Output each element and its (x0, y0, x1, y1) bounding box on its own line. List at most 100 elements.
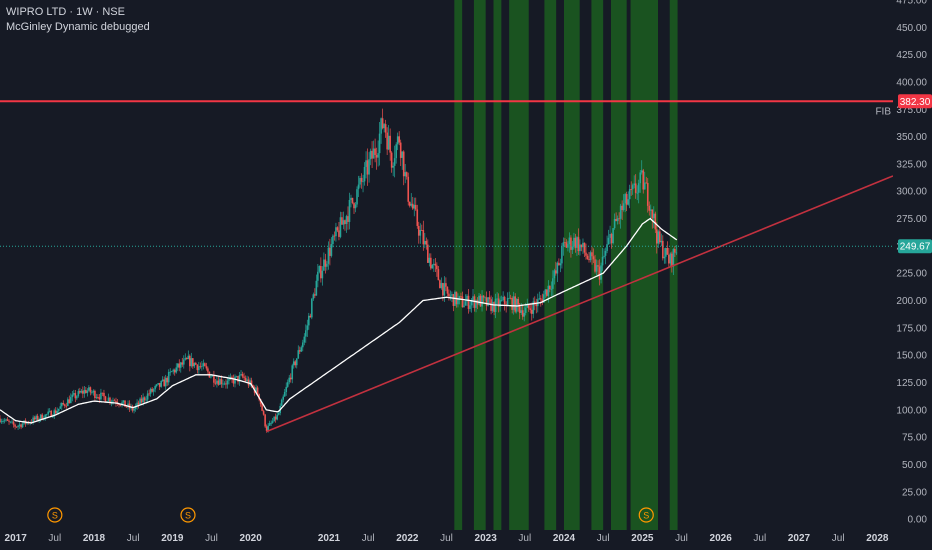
time-tick-label: 2024 (553, 533, 576, 544)
dividend-marker-ring (180, 507, 196, 523)
candle-body (571, 246, 574, 250)
candle-body (533, 301, 536, 304)
candle-body (112, 400, 114, 402)
dividend-marker[interactable]: S (638, 507, 654, 523)
candle-body (88, 387, 90, 391)
signal-shade (454, 0, 463, 530)
price-tick-label: 475.00 (896, 0, 927, 7)
candle-body (457, 297, 459, 305)
candle-body (292, 361, 295, 366)
candle-body (226, 380, 229, 385)
candle-body (491, 302, 494, 311)
candle-body (274, 416, 277, 420)
candle-body (413, 204, 416, 209)
candle-body (178, 363, 181, 368)
candle-body (526, 304, 529, 308)
candle-body (437, 269, 440, 281)
candle-body (659, 231, 661, 243)
signal-shade (564, 0, 580, 530)
candle-body (264, 414, 266, 427)
candle-body (323, 259, 325, 271)
candle-body (268, 423, 271, 426)
candle-body (672, 248, 675, 267)
candle-body (351, 197, 354, 203)
time-tick-label: 2023 (475, 533, 498, 544)
candle-body (270, 422, 272, 424)
signal-shade (509, 0, 529, 530)
price-tick-label: 25.00 (902, 487, 927, 498)
candle-body (580, 244, 583, 248)
candle-body (381, 118, 384, 129)
price-axis[interactable] (893, 0, 932, 550)
candle-body (553, 270, 556, 279)
candle-body (288, 377, 291, 383)
candle-body (464, 301, 467, 306)
candle-body (336, 227, 339, 231)
candle-body (187, 355, 190, 360)
candle-body (202, 363, 205, 367)
support-trendline[interactable] (266, 175, 894, 433)
price-tick-label: 375.00 (896, 105, 927, 116)
candle-body (243, 376, 245, 378)
candle-body (440, 283, 443, 289)
candle-body (41, 414, 43, 420)
price-axis-ticks: 0.00 25.00 50.00 75.00 100.00 125.00 150.00 175… (896, 0, 927, 526)
candle-body (59, 406, 62, 409)
candle-body (48, 410, 51, 412)
time-tick-label: Jul (362, 533, 375, 544)
dividend-marker[interactable]: S (47, 507, 63, 523)
candle-body (62, 403, 65, 405)
candle-body (148, 393, 150, 395)
candle-body (315, 280, 318, 296)
candle-body (252, 385, 254, 388)
candle-body (625, 194, 628, 205)
signal-shade (473, 0, 486, 530)
candle-body (140, 398, 143, 403)
candle-body (588, 258, 590, 261)
candle-body (207, 368, 209, 372)
candle-body (430, 257, 432, 269)
candle-body (38, 419, 40, 421)
candle-body (640, 170, 643, 173)
candle-body (277, 413, 280, 415)
candle-body (404, 172, 407, 177)
chart-legend: WIPRO LTD · 1W · NSE McGinley Dynamic de… (6, 5, 150, 35)
candle-body (558, 262, 560, 266)
candle-body (198, 366, 200, 371)
candle-body (89, 387, 92, 393)
candle-body (514, 296, 516, 312)
candle-body (433, 263, 435, 265)
candle-body (280, 399, 283, 406)
candle-body (137, 402, 140, 405)
candle-body (523, 312, 526, 317)
candle-body (333, 235, 336, 237)
price-tick-label: 0.00 (908, 515, 928, 526)
candle-body (259, 399, 262, 405)
candle-body (500, 300, 503, 301)
candle-body (546, 289, 548, 296)
candle-body (592, 256, 595, 260)
time-tick-label: Jul (48, 533, 61, 544)
candle-body (396, 136, 399, 145)
candle-body (521, 310, 524, 317)
candle-body (609, 234, 611, 238)
candle-body (515, 298, 518, 312)
candle-body (466, 295, 468, 302)
candle-body (469, 305, 471, 309)
candle-body (103, 392, 105, 397)
candle-body (91, 392, 93, 394)
candle-body (169, 371, 172, 373)
candle-body (110, 401, 113, 403)
candle-body (124, 400, 126, 407)
symbol-title[interactable]: WIPRO LTD · 1W · NSE (6, 6, 125, 18)
candle-body (467, 295, 470, 309)
candle-body (518, 304, 521, 313)
candle-body (232, 378, 235, 384)
candle-body (285, 386, 288, 392)
candle-body (598, 266, 601, 280)
indicator-title[interactable]: McGinley Dynamic debugged (6, 21, 150, 33)
dividend-marker[interactable]: S (180, 507, 196, 523)
candle-body (283, 391, 286, 397)
time-tick-label: 2018 (83, 533, 106, 544)
